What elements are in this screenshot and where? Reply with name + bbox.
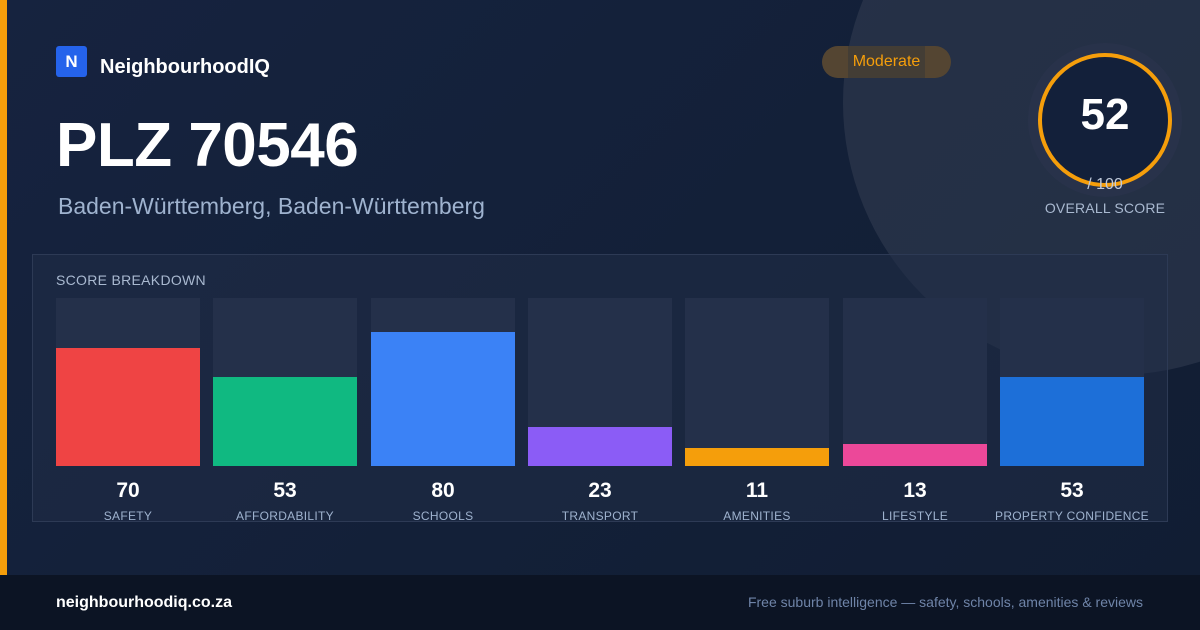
bar-value-amenities: 11 — [745, 479, 769, 502]
overall-score-max: / 100 — [1087, 176, 1123, 193]
accent-bar — [0, 0, 7, 575]
bar-track — [843, 298, 987, 466]
bar-track — [1000, 298, 1144, 466]
overall-score-value: 52 — [1080, 90, 1130, 139]
bar-value-transport: 23 — [588, 479, 612, 502]
rating-badge-label: Moderate — [852, 53, 921, 70]
score-bar-schools: 80 SCHOOLS — [371, 298, 515, 523]
score-bar-amenities: 11 AMENITIES — [685, 298, 829, 523]
logo-icon: N — [56, 46, 87, 77]
breakdown-title: SCORE BREAKDOWN — [56, 272, 206, 288]
score-bar-property-confidence: 53 PROPERTY CONFIDENCE — [995, 298, 1149, 523]
score-bar-lifestyle: 13 LIFESTYLE — [843, 298, 987, 523]
bar-label-lifestyle: LIFESTYLE — [881, 509, 949, 523]
score-bar-affordability: 53 AFFORDABILITY — [213, 298, 357, 523]
bar-track — [56, 298, 200, 466]
bar-value-schools: 80 — [431, 479, 455, 502]
bar-track — [685, 298, 829, 466]
bar-value-safety: 70 — [116, 479, 140, 502]
bar-label-schools: SCHOOLS — [412, 509, 474, 523]
score-ring-circle — [1038, 53, 1172, 187]
bar-fill-transport — [528, 427, 672, 466]
bar-fill-property-confidence — [1000, 377, 1144, 466]
bar-fill-affordability — [213, 377, 357, 466]
bar-track — [528, 298, 672, 466]
rating-badge: Moderate — [822, 46, 951, 78]
footer-tagline: Free suburb intelligence — safety, schoo… — [747, 594, 1143, 610]
footer — [0, 575, 1200, 630]
bar-fill-lifestyle — [843, 444, 987, 466]
bar-value-property-confidence: 53 — [1060, 479, 1084, 502]
overall-score-label: OVERALL SCORE — [1044, 200, 1166, 216]
score-bar-transport: 23 TRANSPORT — [528, 298, 672, 523]
bar-label-transport: TRANSPORT — [561, 509, 639, 523]
page-title: PLZ 70546 — [56, 111, 359, 180]
bar-label-affordability: AFFORDABILITY — [236, 509, 334, 523]
score-bar-safety: 70 SAFETY — [56, 298, 200, 523]
bar-label-safety: SAFETY — [103, 509, 153, 523]
bar-track — [371, 298, 515, 466]
bar-value-lifestyle: 13 — [903, 479, 927, 502]
bar-label-property-confidence: PROPERTY CONFIDENCE — [995, 509, 1149, 523]
bar-fill-amenities — [685, 448, 829, 466]
bar-track — [213, 298, 357, 466]
brand-name: NeighbourhoodIQ — [100, 56, 270, 78]
page-subtitle: Baden-Württemberg, Baden-Württemberg — [58, 193, 485, 219]
footer-url[interactable]: neighbourhoodiq.co.za — [56, 594, 232, 611]
bar-fill-schools — [371, 332, 515, 466]
bar-fill-safety — [56, 348, 200, 466]
bar-value-affordability: 53 — [273, 479, 297, 502]
bar-label-amenities: AMENITIES — [723, 509, 791, 523]
overall-score-ring: 52 / 100 — [1028, 43, 1182, 197]
